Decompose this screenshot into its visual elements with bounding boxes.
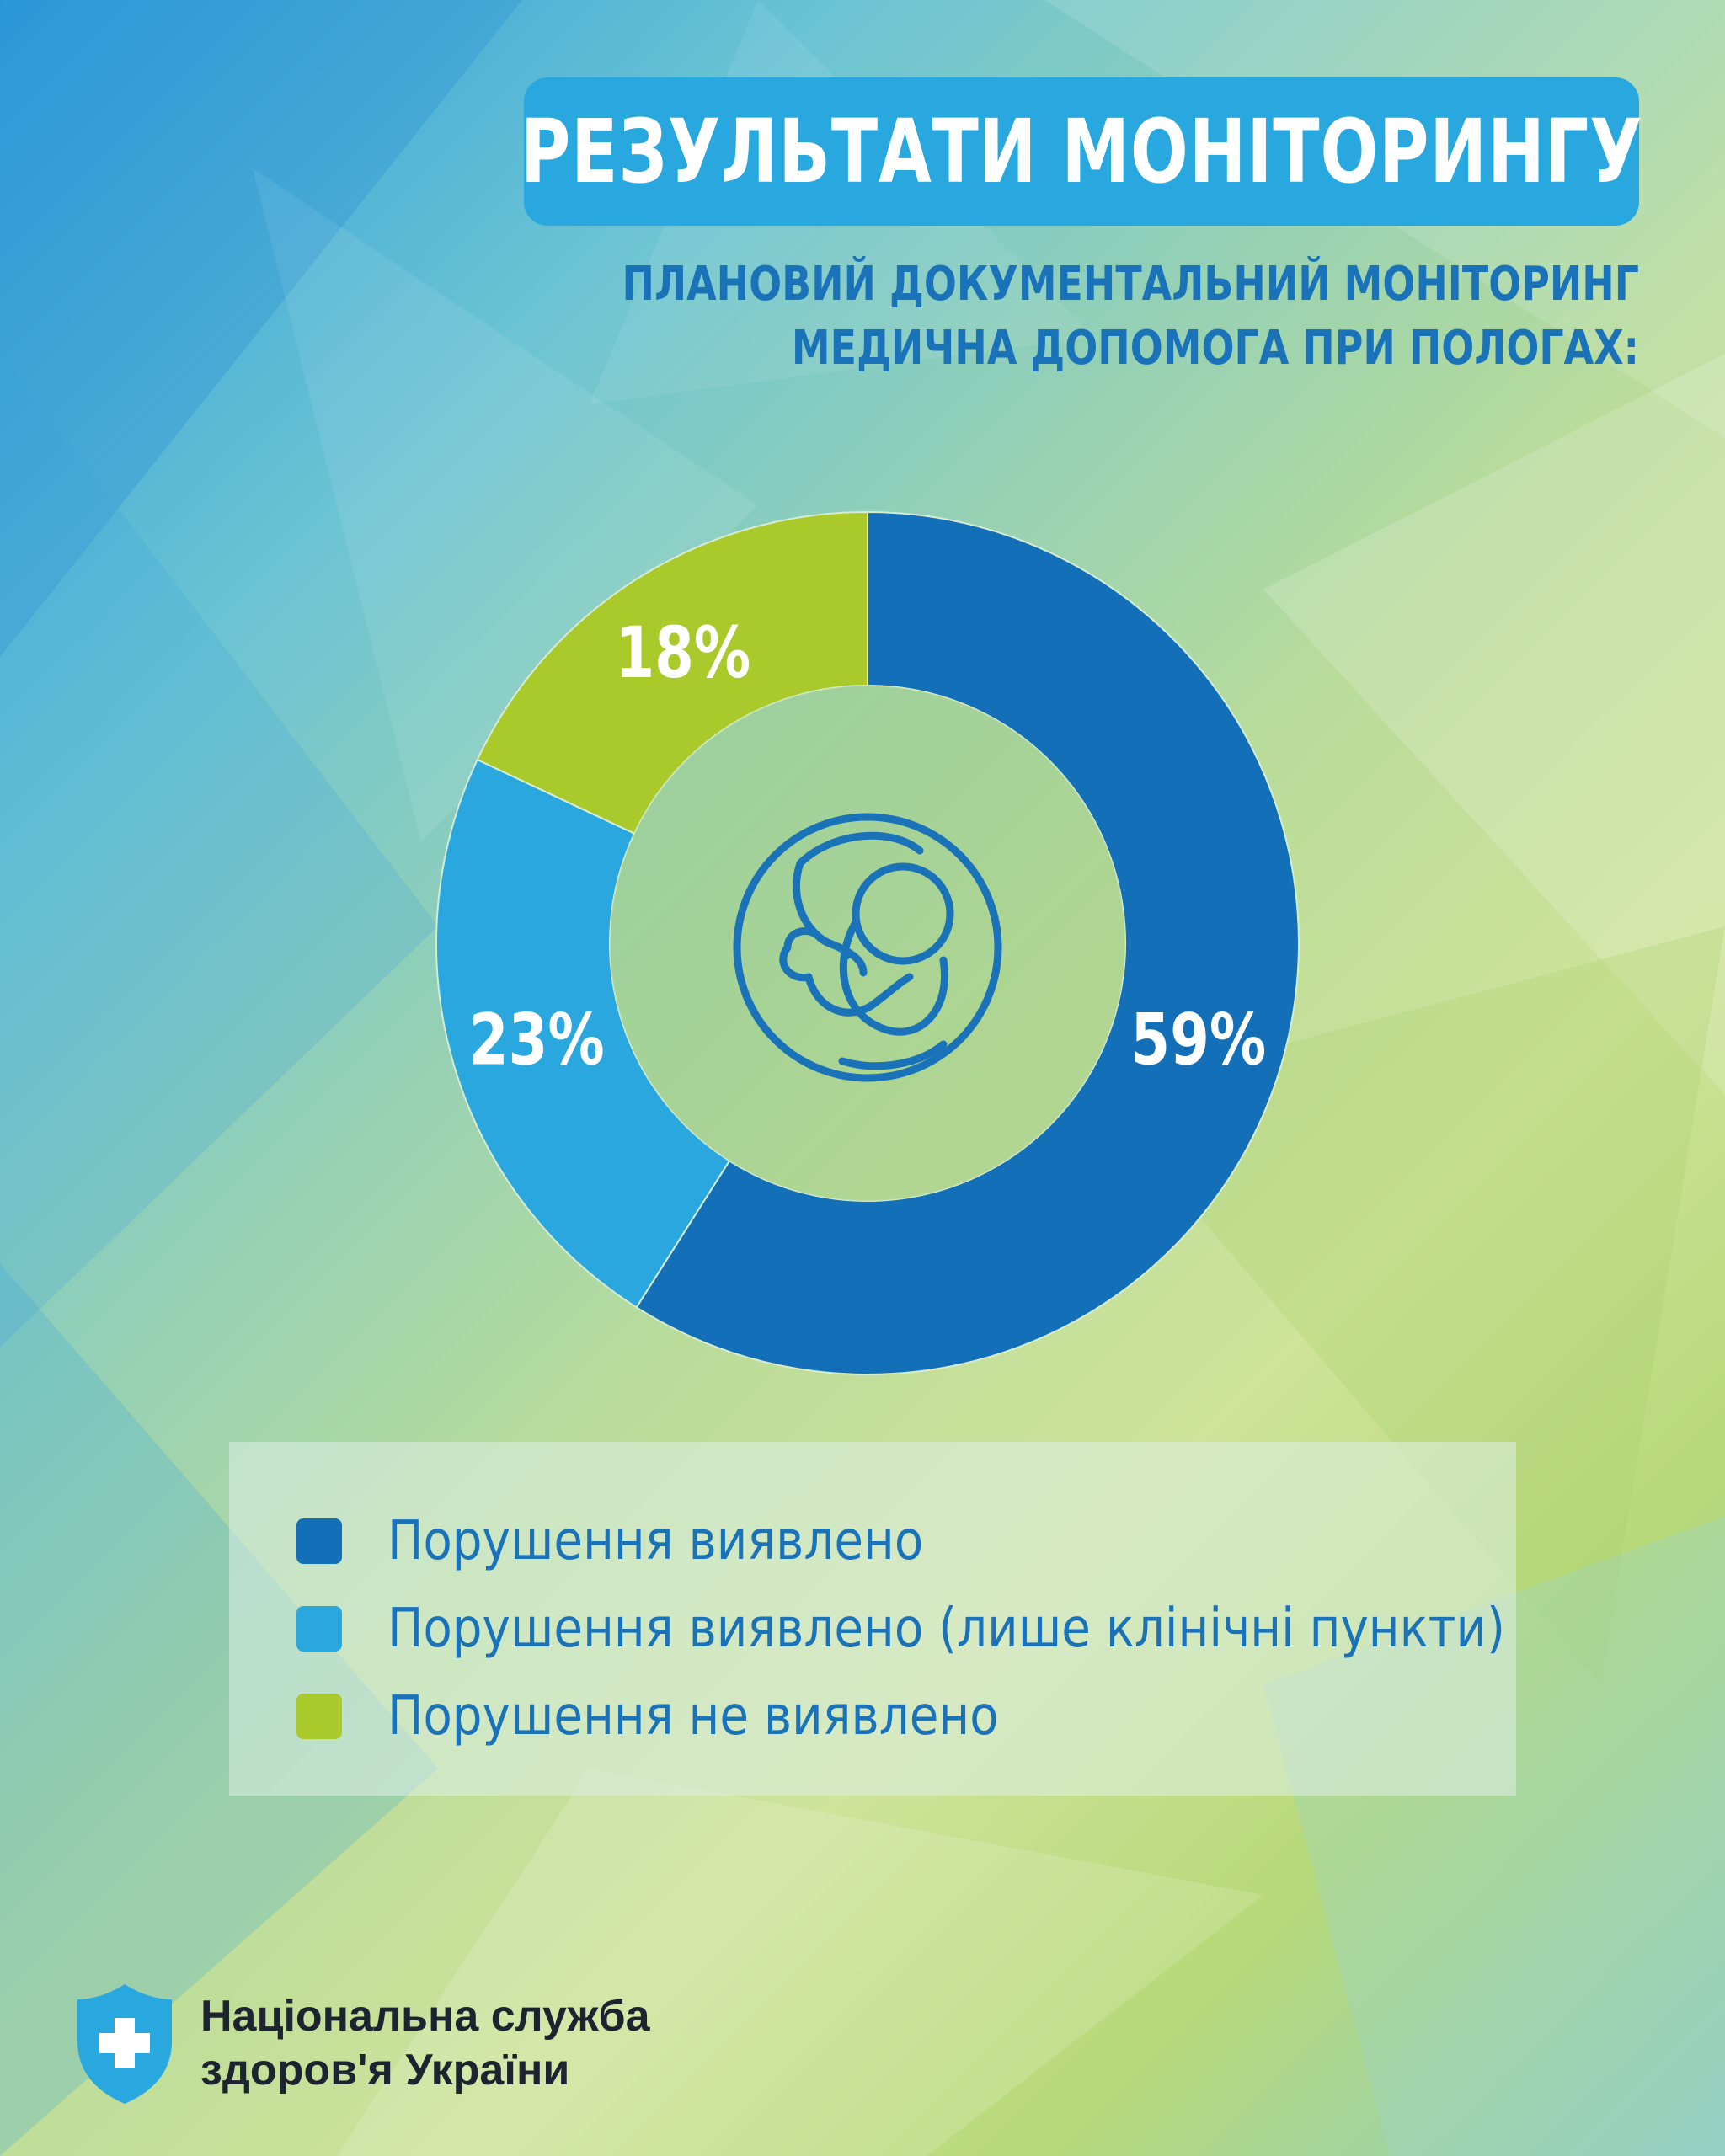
slice-value-label: 18% xyxy=(615,611,750,694)
page-title: РЕЗУЛЬТАТИ МОНІТОРИНГУ xyxy=(520,100,1643,203)
legend-item: Порушення виявлено xyxy=(296,1497,1516,1585)
subtitle-line-2: МЕДИЧНА ДОПОМОГА ПРИ ПОЛОГАХ: xyxy=(791,321,1639,376)
title-banner: РЕЗУЛЬТАТИ МОНІТОРИНГУ xyxy=(521,77,1642,226)
legend-item: Порушення виявлено (лише клінічні пункти… xyxy=(296,1585,1516,1673)
slice-value-label: 23% xyxy=(469,998,605,1081)
donut-chart: 59% 23% 18% xyxy=(435,510,1300,1375)
legend-label: Порушення виявлено xyxy=(387,1510,924,1572)
legend-label: Порушення виявлено (лише клінічні пункти… xyxy=(387,1598,1506,1660)
slice-value-label: 59% xyxy=(1130,998,1266,1081)
shield-cross-icon xyxy=(77,1984,172,2104)
legend-swatch xyxy=(296,1606,342,1652)
legend-label: Порушення не виявлено xyxy=(387,1685,999,1748)
org-name-line-2: здоров'я України xyxy=(200,2046,570,2095)
subtitle-line-1: ПЛАНОВИЙ ДОКУМЕНТАЛЬНИЙ МОНІТОРИНГ xyxy=(622,257,1639,312)
chart-subtitle: ПЛАНОВИЙ ДОКУМЕНТАЛЬНИЙ МОНІТОРИНГ МЕДИЧ… xyxy=(376,253,1639,381)
legend-swatch xyxy=(296,1518,342,1564)
fetus-icon xyxy=(733,813,1002,1082)
org-name-line-1: Національна служба xyxy=(200,1992,650,2041)
legend-swatch xyxy=(296,1694,342,1739)
org-name: Національна служба здоров'я України xyxy=(200,1989,649,2097)
legend-item: Порушення не виявлено xyxy=(296,1673,1516,1760)
chart-legend: Порушення виявлено Порушення виявлено (л… xyxy=(229,1442,1516,1796)
